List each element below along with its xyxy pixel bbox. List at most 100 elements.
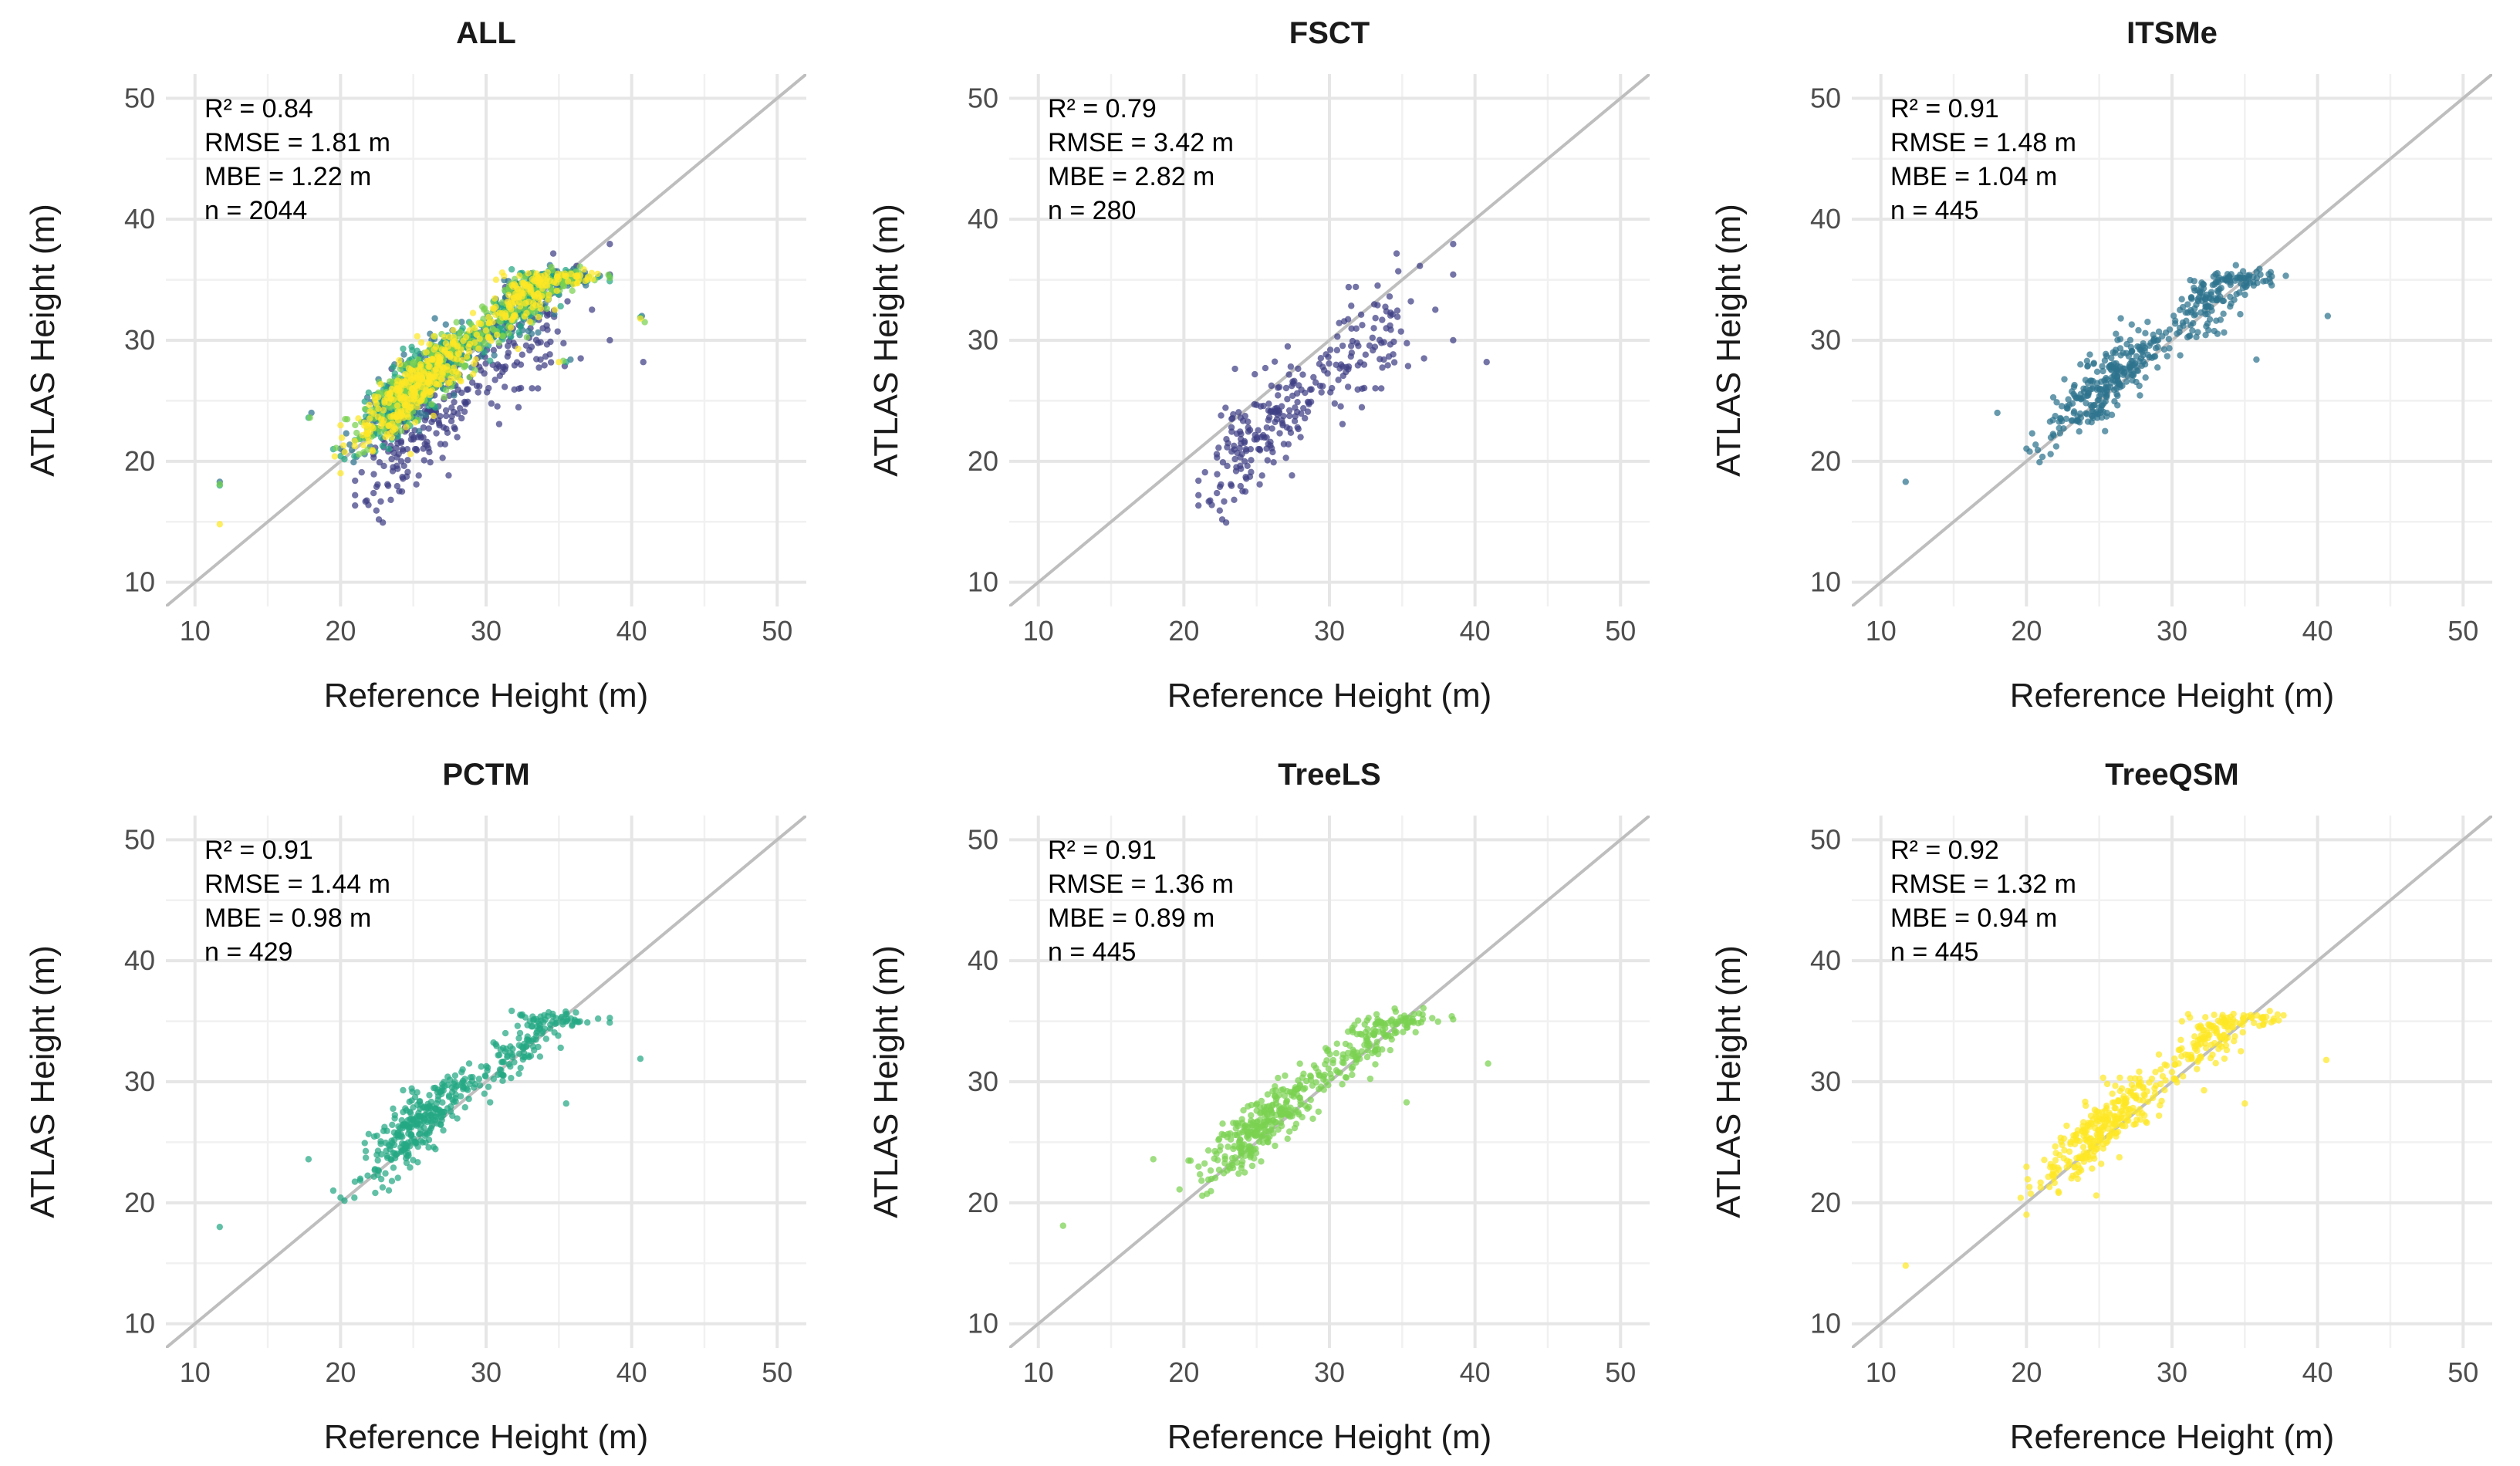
data-point <box>548 263 555 271</box>
data-point <box>560 339 567 347</box>
panel-title: PCTM <box>442 758 529 792</box>
data-point <box>2063 1164 2070 1171</box>
data-point <box>2221 276 2228 283</box>
data-point <box>396 488 403 495</box>
data-point <box>606 1019 613 1026</box>
data-point <box>2230 1010 2237 1018</box>
data-point <box>385 1187 393 1194</box>
data-point <box>2127 1089 2134 1096</box>
y-tick-label: 30 <box>124 324 155 356</box>
stat-annotation: MBE = 1.22 m <box>204 162 371 191</box>
data-point <box>1333 1049 1340 1057</box>
data-point <box>508 1074 515 1082</box>
data-point <box>543 341 551 348</box>
data-point <box>407 376 415 383</box>
data-point <box>2140 1083 2147 1091</box>
data-point <box>465 1096 472 1103</box>
data-point <box>420 445 427 452</box>
data-point <box>2052 443 2060 450</box>
data-point <box>2282 272 2289 279</box>
data-point <box>523 333 531 341</box>
data-point <box>1255 427 1262 434</box>
data-point <box>468 379 476 386</box>
data-point <box>558 272 566 279</box>
data-point <box>1227 481 1235 488</box>
data-point <box>2221 1055 2228 1062</box>
data-point <box>467 320 475 327</box>
data-point <box>2082 1128 2089 1135</box>
data-point <box>1225 1130 1231 1138</box>
data-point <box>2208 1022 2214 1030</box>
panel-title: TreeLS <box>1278 758 1380 792</box>
data-point <box>2108 411 2116 418</box>
data-point <box>1415 1010 1423 1017</box>
data-point <box>425 357 432 365</box>
data-point <box>2265 271 2272 278</box>
stat-annotation: RMSE = 1.48 m <box>1890 128 2076 157</box>
data-point <box>2111 1099 2118 1106</box>
data-point <box>2093 1108 2100 1115</box>
data-point <box>516 1029 524 1037</box>
data-point <box>1211 1155 1218 1162</box>
data-point <box>1211 1147 1218 1155</box>
data-point <box>637 315 644 322</box>
data-point <box>2190 319 2197 327</box>
data-point <box>2238 1048 2245 1055</box>
data-point <box>2110 1120 2117 1127</box>
data-point <box>1216 1147 1224 1154</box>
data-point <box>1243 475 1250 482</box>
data-point <box>1450 1015 1457 1023</box>
stat-annotation: n = 445 <box>1048 937 1136 967</box>
panel-title: ALL <box>456 16 516 50</box>
data-point <box>2202 331 2209 339</box>
data-point <box>2076 419 2083 426</box>
data-point <box>331 453 339 460</box>
data-point <box>351 442 358 450</box>
x-tick-label: 20 <box>1168 1356 1199 1388</box>
y-axis-title: ATLAS Height (m) <box>867 945 905 1218</box>
x-tick-label: 20 <box>325 1356 356 1388</box>
data-point <box>383 481 391 488</box>
data-point <box>535 1025 542 1032</box>
data-point <box>431 315 438 322</box>
data-point <box>1286 1089 1294 1096</box>
data-point <box>2063 403 2071 410</box>
data-point <box>2078 395 2085 402</box>
data-point <box>1297 434 1304 441</box>
data-point <box>1235 1170 1242 1177</box>
data-point <box>410 1104 417 1111</box>
data-point <box>2244 1013 2251 1020</box>
data-point <box>393 1151 400 1158</box>
data-point <box>436 421 443 429</box>
data-point <box>475 389 481 396</box>
data-point <box>2053 399 2060 406</box>
data-point <box>2034 446 2042 454</box>
data-point <box>1222 404 1229 411</box>
data-point <box>2077 361 2084 368</box>
data-point <box>445 1092 453 1100</box>
data-point <box>394 1174 401 1181</box>
data-point <box>439 454 446 461</box>
data-point <box>362 498 369 505</box>
data-point <box>409 1120 417 1127</box>
y-tick-label: 20 <box>124 445 155 477</box>
data-point <box>442 407 450 414</box>
data-point <box>1326 360 1333 367</box>
data-point <box>1384 362 1391 369</box>
data-point <box>2213 1025 2220 1032</box>
data-point <box>380 407 387 414</box>
data-point <box>444 429 451 437</box>
y-tick-label: 40 <box>1810 944 1841 976</box>
data-point <box>1393 313 1401 320</box>
data-point <box>1345 363 1353 370</box>
data-point <box>394 440 401 447</box>
data-point <box>504 343 512 350</box>
data-point <box>1351 1022 1358 1029</box>
data-point <box>1295 425 1302 433</box>
data-point <box>342 416 349 423</box>
data-point <box>543 305 551 312</box>
data-point <box>2108 379 2115 387</box>
data-point <box>2201 296 2209 302</box>
data-point <box>2143 1119 2150 1127</box>
data-point <box>1220 1170 1228 1177</box>
